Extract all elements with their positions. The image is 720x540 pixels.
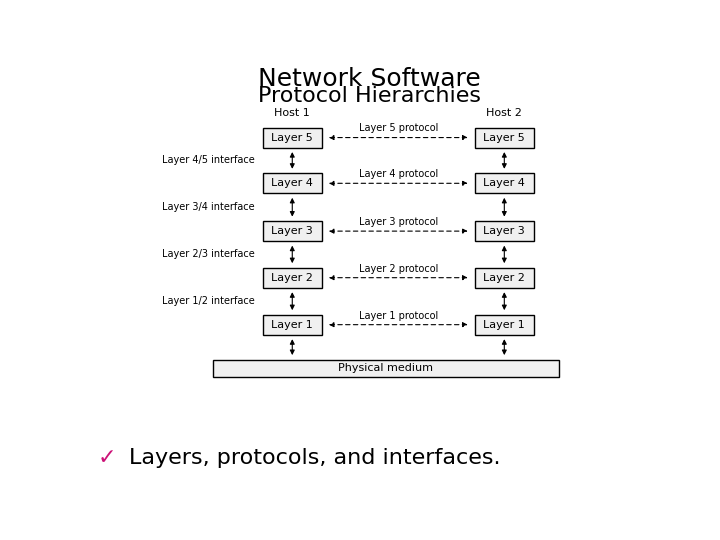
FancyBboxPatch shape bbox=[475, 221, 534, 241]
Text: Layer 1: Layer 1 bbox=[271, 320, 313, 330]
Text: Layer 1/2 interface: Layer 1/2 interface bbox=[162, 296, 255, 306]
Text: Layer 2/3 interface: Layer 2/3 interface bbox=[162, 249, 255, 259]
FancyBboxPatch shape bbox=[263, 268, 322, 288]
Text: Layer 5 protocol: Layer 5 protocol bbox=[359, 124, 438, 133]
Text: Layer 3 protocol: Layer 3 protocol bbox=[359, 217, 438, 227]
Text: Layer 1: Layer 1 bbox=[483, 320, 525, 330]
FancyBboxPatch shape bbox=[263, 127, 322, 147]
Text: Physical medium: Physical medium bbox=[338, 363, 433, 373]
Text: Layer 3/4 interface: Layer 3/4 interface bbox=[162, 202, 255, 212]
Text: Layer 2 protocol: Layer 2 protocol bbox=[359, 264, 438, 274]
FancyBboxPatch shape bbox=[475, 315, 534, 335]
FancyBboxPatch shape bbox=[263, 221, 322, 241]
Text: Layer 4: Layer 4 bbox=[271, 178, 313, 188]
Text: Network Software: Network Software bbox=[258, 68, 480, 91]
Text: Layer 4 protocol: Layer 4 protocol bbox=[359, 169, 438, 179]
Text: Layer 3: Layer 3 bbox=[271, 226, 313, 236]
Text: Layer 5: Layer 5 bbox=[483, 132, 525, 143]
FancyBboxPatch shape bbox=[475, 173, 534, 193]
FancyBboxPatch shape bbox=[475, 268, 534, 288]
FancyBboxPatch shape bbox=[263, 173, 322, 193]
Text: Layer 5: Layer 5 bbox=[271, 132, 313, 143]
Text: Layer 1 protocol: Layer 1 protocol bbox=[359, 310, 438, 321]
Text: Layer 4/5 interface: Layer 4/5 interface bbox=[162, 156, 255, 165]
Text: ✓: ✓ bbox=[97, 448, 116, 468]
Text: Protocol Hierarchies: Protocol Hierarchies bbox=[258, 86, 480, 106]
Text: Layer 2: Layer 2 bbox=[483, 273, 526, 282]
Text: Host 2: Host 2 bbox=[487, 108, 522, 118]
Text: Layers, protocols, and interfaces.: Layers, protocols, and interfaces. bbox=[129, 448, 500, 468]
FancyBboxPatch shape bbox=[263, 315, 322, 335]
FancyBboxPatch shape bbox=[475, 127, 534, 147]
Text: Layer 2: Layer 2 bbox=[271, 273, 313, 282]
FancyBboxPatch shape bbox=[213, 360, 559, 377]
Text: Host 1: Host 1 bbox=[274, 108, 310, 118]
Text: Layer 3: Layer 3 bbox=[483, 226, 525, 236]
Text: Layer 4: Layer 4 bbox=[483, 178, 526, 188]
